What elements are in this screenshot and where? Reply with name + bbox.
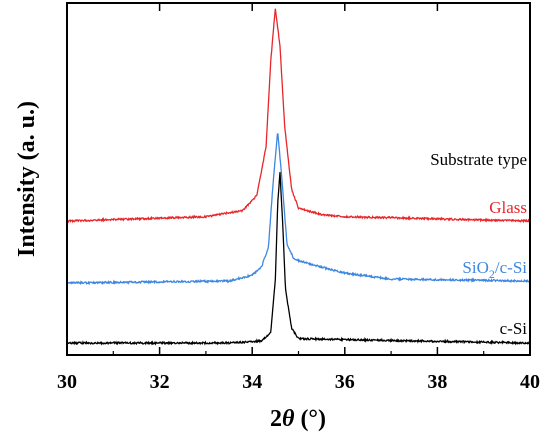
plot-frame: [66, 2, 531, 356]
series-label-glass: Glass: [489, 198, 527, 217]
series-label-sio2-tail: /c-Si: [495, 258, 527, 277]
x-axis-title-symbol: θ: [282, 406, 295, 432]
x-tick-label-32: 32: [150, 371, 170, 393]
x-tick-label-40: 40: [520, 371, 540, 393]
series-line-1: [66, 133, 531, 286]
x-tick-label-38: 38: [427, 371, 447, 393]
series-label-sio2-main: SiO: [462, 258, 488, 277]
x-tick-label-36: 36: [335, 371, 355, 393]
y-axis-title: Intensity (a. u.): [14, 101, 40, 257]
curves-layer: [66, 8, 531, 346]
x-axis-title: 2θ (°): [270, 406, 326, 432]
series-label-sio2-sub: 2: [489, 267, 495, 281]
x-ticks: 30 32 34 36 38 40: [57, 3, 540, 393]
series-label-csi: c-Si: [500, 319, 528, 338]
x-axis-title-prefix: 2: [270, 406, 282, 432]
legend-header: Substrate type: [430, 150, 527, 169]
x-axis-title-unit: (°): [300, 406, 326, 432]
x-tick-label-30: 30: [57, 371, 77, 393]
x-tick-label-34: 34: [242, 371, 262, 393]
series-label-sio2: SiO2/c-Si: [462, 258, 527, 281]
series-line-2: [66, 172, 531, 346]
series-line-0: [66, 8, 531, 224]
